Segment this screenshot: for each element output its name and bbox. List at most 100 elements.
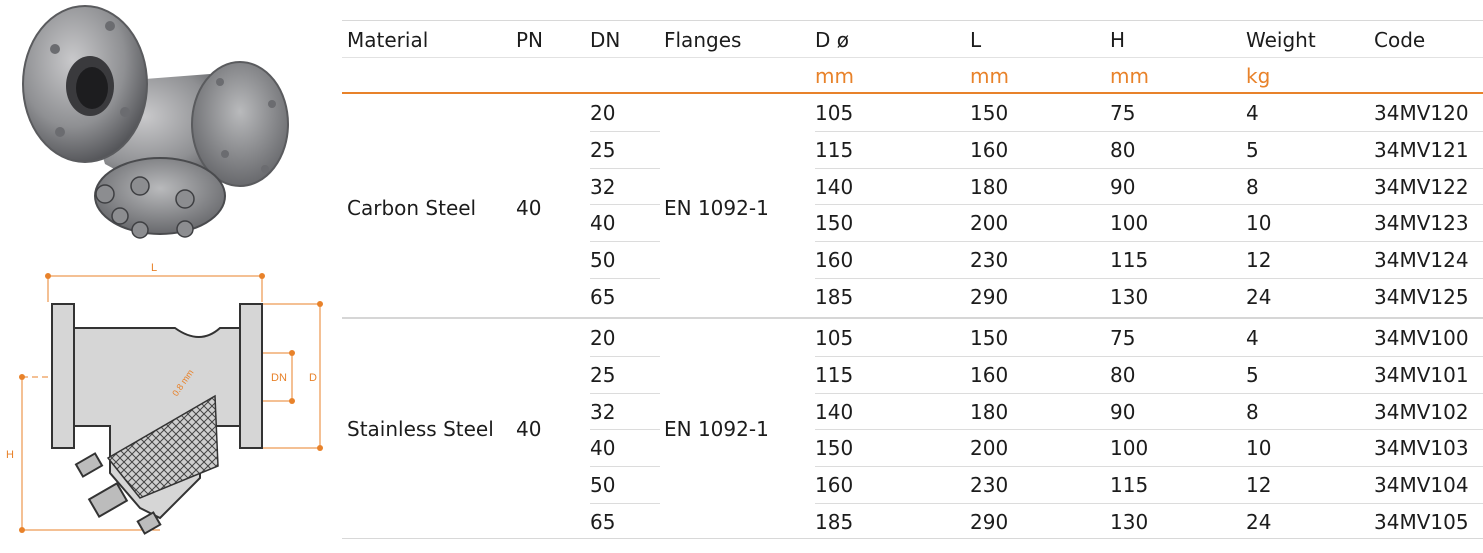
group-flanges: EN 1092-1	[664, 196, 769, 220]
cell-h: 80	[1110, 138, 1136, 162]
dim-label-dn: DN	[271, 372, 287, 384]
group-flanges: EN 1092-1	[664, 417, 769, 441]
unit-h: mm	[1110, 64, 1149, 88]
group-material: Stainless Steel	[347, 417, 494, 441]
row-divider	[590, 429, 660, 430]
cell-l: 230	[970, 248, 1009, 272]
header-material: Material	[347, 28, 429, 52]
cell-code: 34MV125	[1374, 285, 1469, 309]
row-divider	[590, 204, 660, 205]
cell-h: 80	[1110, 363, 1136, 387]
cell-weight: 5	[1246, 363, 1259, 387]
cell-l: 180	[970, 400, 1009, 424]
cell-code: 34MV105	[1374, 510, 1469, 534]
row-divider	[590, 278, 660, 279]
row-divider	[815, 278, 1483, 279]
cell-l: 230	[970, 473, 1009, 497]
header-dn: DN	[590, 28, 621, 52]
cell-weight: 24	[1246, 510, 1272, 534]
header-d: D ø	[815, 28, 849, 52]
cell-l: 160	[970, 138, 1009, 162]
strainer-photo	[22, 5, 289, 239]
header-weight: Weight	[1246, 28, 1316, 52]
cell-weight: 4	[1246, 326, 1259, 350]
row-divider	[815, 241, 1483, 242]
row-divider	[815, 356, 1483, 357]
cell-h: 75	[1110, 101, 1136, 125]
cell-d: 160	[815, 473, 854, 497]
cell-l: 200	[970, 211, 1009, 235]
cell-code: 34MV122	[1374, 175, 1469, 199]
cell-code: 34MV101	[1374, 363, 1469, 387]
cell-weight: 24	[1246, 285, 1272, 309]
cell-dn: 20	[590, 101, 616, 125]
unit-l: mm	[970, 64, 1009, 88]
row-divider	[590, 131, 660, 132]
group-material: Carbon Steel	[347, 196, 477, 220]
cell-dn: 50	[590, 248, 616, 272]
row-divider	[815, 131, 1483, 132]
row-divider	[815, 503, 1483, 504]
cell-weight: 5	[1246, 138, 1259, 162]
header-l: L	[970, 28, 982, 52]
cell-d: 105	[815, 101, 854, 125]
cell-h: 130	[1110, 285, 1149, 309]
cell-l: 180	[970, 175, 1009, 199]
cell-weight: 12	[1246, 248, 1272, 272]
cell-dn: 32	[590, 400, 616, 424]
row-divider	[815, 466, 1483, 467]
group-pn: 40	[516, 196, 542, 220]
cell-weight: 8	[1246, 175, 1259, 199]
row-divider	[815, 393, 1483, 394]
cell-weight: 8	[1246, 400, 1259, 424]
cell-d: 140	[815, 175, 854, 199]
cell-code: 34MV120	[1374, 101, 1469, 125]
header-flanges: Flanges	[664, 28, 742, 52]
strainer-dimension-drawing: L DN D H 0.8 mm	[6, 262, 323, 535]
row-divider	[815, 168, 1483, 169]
cell-h: 115	[1110, 473, 1149, 497]
cell-h: 115	[1110, 248, 1149, 272]
cell-h: 100	[1110, 211, 1149, 235]
dim-label-l: L	[151, 262, 157, 274]
cell-h: 90	[1110, 400, 1136, 424]
row-divider	[590, 356, 660, 357]
cell-d: 105	[815, 326, 854, 350]
cell-dn: 65	[590, 510, 616, 534]
cell-l: 150	[970, 326, 1009, 350]
cell-dn: 20	[590, 326, 616, 350]
cell-code: 34MV123	[1374, 211, 1469, 235]
cell-weight: 10	[1246, 436, 1272, 460]
header-code: Code	[1374, 28, 1426, 52]
cell-code: 34MV104	[1374, 473, 1469, 497]
cell-dn: 40	[590, 436, 616, 460]
cell-d: 150	[815, 436, 854, 460]
dim-label-h: H	[6, 449, 14, 461]
cell-dn: 50	[590, 473, 616, 497]
cell-weight: 4	[1246, 101, 1259, 125]
cell-l: 200	[970, 436, 1009, 460]
cell-code: 34MV124	[1374, 248, 1469, 272]
cell-d: 140	[815, 400, 854, 424]
header-h: H	[1110, 28, 1126, 52]
cell-h: 90	[1110, 175, 1136, 199]
dim-label-d: D	[309, 372, 317, 384]
cell-h: 130	[1110, 510, 1149, 534]
cell-l: 160	[970, 363, 1009, 387]
cell-d: 160	[815, 248, 854, 272]
cell-weight: 10	[1246, 211, 1272, 235]
cell-h: 100	[1110, 436, 1149, 460]
cell-code: 34MV100	[1374, 326, 1469, 350]
cell-d: 115	[815, 363, 854, 387]
cell-d: 115	[815, 138, 854, 162]
cell-code: 34MV102	[1374, 400, 1469, 424]
cell-code: 34MV103	[1374, 436, 1469, 460]
cell-dn: 32	[590, 175, 616, 199]
cell-l: 290	[970, 510, 1009, 534]
row-divider	[590, 503, 660, 504]
cell-dn: 25	[590, 363, 616, 387]
cell-d: 150	[815, 211, 854, 235]
row-divider	[815, 429, 1483, 430]
cell-d: 185	[815, 285, 854, 309]
cell-dn: 65	[590, 285, 616, 309]
